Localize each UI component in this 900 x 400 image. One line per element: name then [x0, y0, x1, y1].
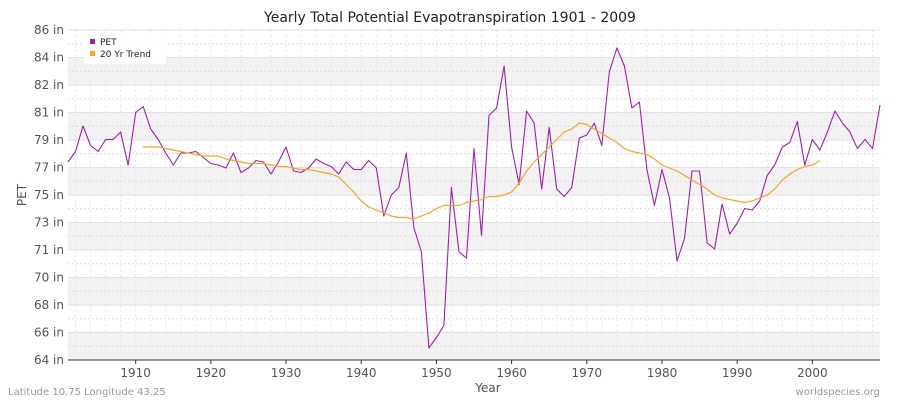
y-axis-title: PET	[15, 183, 29, 206]
x-tick-label: 1980	[647, 366, 678, 380]
footer-source: worldspecies.org	[796, 387, 880, 398]
y-tick-label: 66 in	[34, 326, 64, 340]
legend: PET 20 Yr Trend	[84, 34, 166, 64]
x-tick-label: 1920	[196, 366, 227, 380]
x-tick-label: 1960	[496, 366, 527, 380]
y-tick-labels: 64 in 66 in 68 in 70 in 71 in 73 in 75 in 77 in…	[34, 23, 64, 367]
x-axis-title: Year	[474, 381, 500, 395]
pet-series-line	[67, 47, 881, 349]
x-tick-label: 1910	[120, 366, 151, 380]
x-tick-label: 1970	[572, 366, 603, 380]
legend-swatch-pet	[90, 39, 95, 44]
legend-label-pet: PET	[100, 38, 117, 48]
x-tick-label: 1940	[346, 366, 377, 380]
y-tick-label: 79 in	[34, 133, 64, 147]
y-tick-label: 81 in	[34, 106, 64, 120]
x-tick-label: 1990	[722, 366, 753, 380]
y-tick-label: 71 in	[34, 243, 64, 257]
y-tick-label: 84 in	[34, 50, 64, 64]
x-tick-labels: 1910 1920 1930 1940 1950 1960 1970 1980 1990 2000	[120, 360, 828, 380]
legend-label-trend: 20 Yr Trend	[100, 50, 151, 60]
y-tick-label: 82 in	[34, 78, 64, 92]
trend-series-line	[143, 122, 821, 220]
x-tick-label: 2000	[797, 366, 828, 380]
y-tick-label: 86 in	[34, 23, 64, 37]
y-tick-label: 70 in	[34, 271, 64, 285]
y-tick-label: 64 in	[34, 353, 64, 367]
y-tick-label: 73 in	[34, 215, 64, 229]
chart-title: Yearly Total Potential Evapotranspiratio…	[263, 10, 636, 26]
legend-swatch-trend	[90, 51, 95, 56]
y-tick-label: 68 in	[34, 298, 64, 312]
x-tick-label: 1950	[421, 366, 452, 380]
series	[67, 47, 881, 349]
y-tick-label: 77 in	[34, 161, 64, 175]
legend-box	[84, 34, 166, 64]
x-tick-label: 1930	[271, 366, 302, 380]
footer-location: Latitude 10.75 Longitude 43.25	[8, 387, 166, 398]
y-tick-label: 75 in	[34, 188, 64, 202]
